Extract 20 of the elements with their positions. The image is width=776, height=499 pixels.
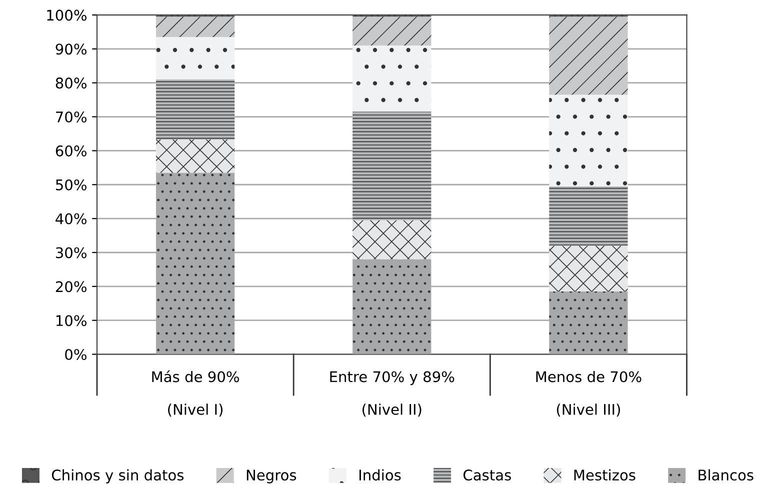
y-tick-label: 20% bbox=[56, 281, 86, 292]
legend-label: Castas bbox=[464, 470, 511, 481]
y-tick-label: 60% bbox=[56, 145, 86, 156]
legend-label: Indios bbox=[359, 469, 401, 481]
y-tick-label: 50% bbox=[56, 179, 86, 190]
y-tick-label: 100% bbox=[47, 10, 86, 21]
y-tick-label: 90% bbox=[56, 44, 86, 55]
y-tick-label: 70% bbox=[56, 111, 86, 123]
y-tick-label: 10% bbox=[56, 315, 86, 326]
category-label: Entre 70% y 89% (Nivel II) bbox=[330, 371, 454, 417]
legend-label: Mestizos bbox=[574, 469, 636, 481]
legend-label: Chinos y sin datos bbox=[52, 469, 184, 484]
category-label: Menos de 70% (Nivel III) bbox=[536, 370, 642, 417]
y-tick-label: 30% bbox=[56, 247, 86, 258]
y-tick-label: 40% bbox=[56, 213, 86, 224]
category-label: Más de 90% (Nivel I) bbox=[152, 370, 240, 417]
legend-label: Blancos bbox=[698, 469, 754, 481]
y-tick-label: 0% bbox=[65, 349, 86, 360]
legend-label: Negros bbox=[246, 470, 296, 484]
y-tick-label: 80% bbox=[56, 78, 86, 89]
